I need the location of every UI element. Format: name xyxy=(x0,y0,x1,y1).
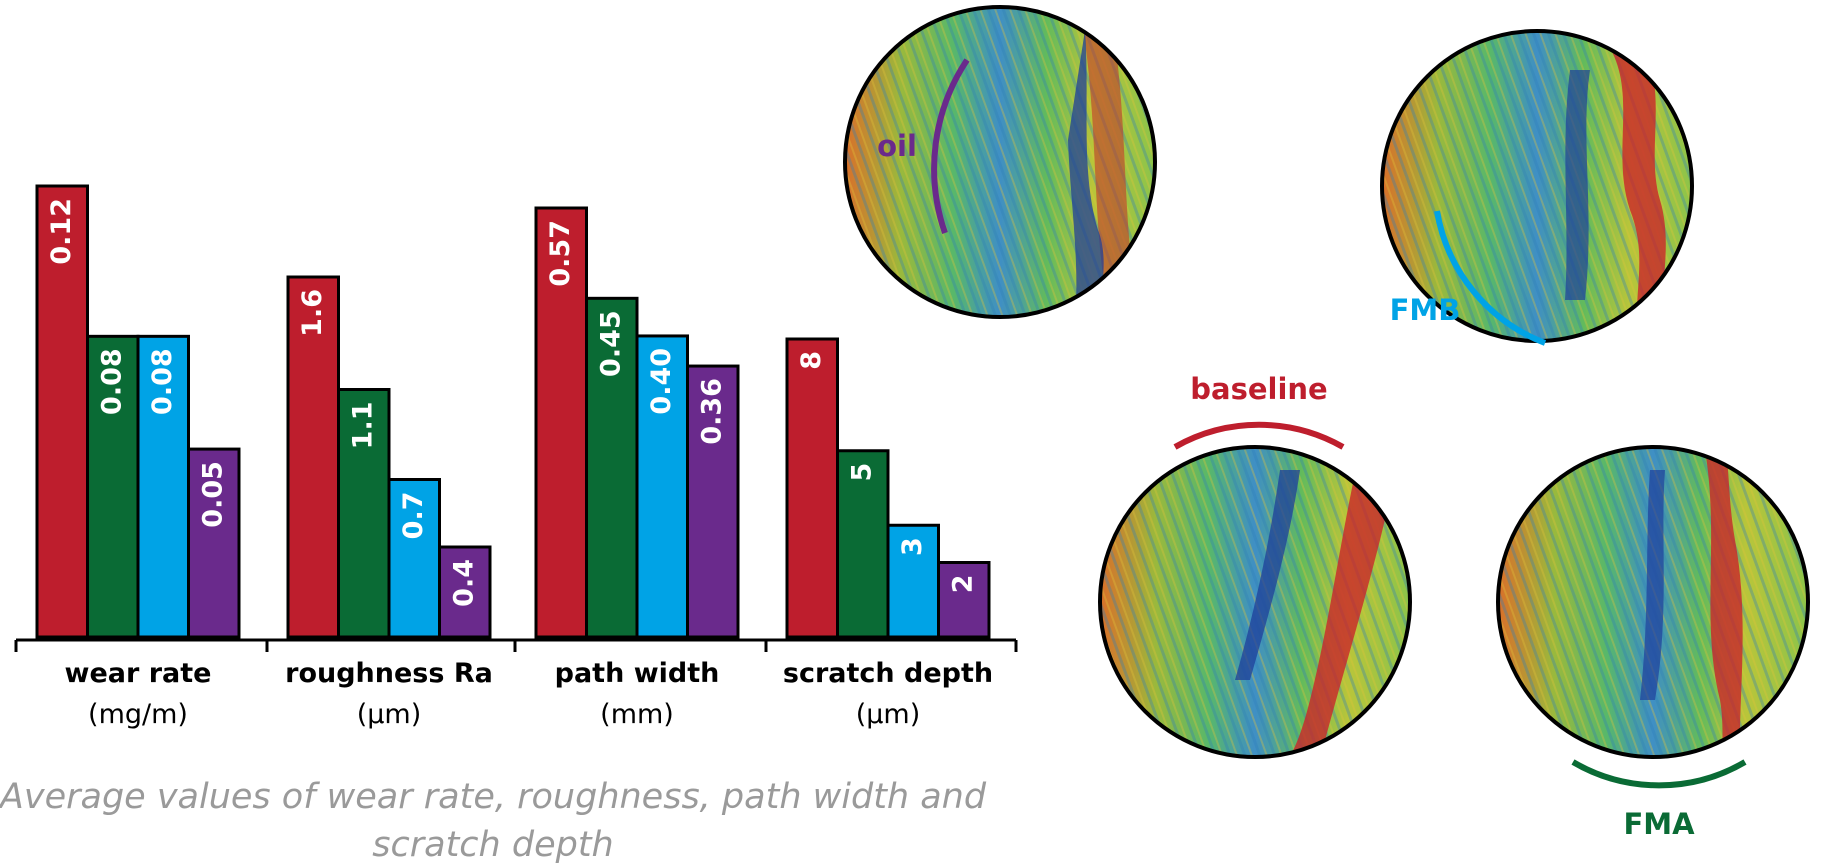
category-title: path width xyxy=(555,658,720,689)
micrograph-fmb: FMB xyxy=(1380,29,1694,346)
bar-value-label: 3 xyxy=(897,537,928,556)
bar-value-label: 0.12 xyxy=(46,198,77,265)
category-unit: (mg/m) xyxy=(88,699,188,730)
bar-FMA-0 xyxy=(86,334,140,639)
category-unit: (μm) xyxy=(357,699,422,730)
fma-arc xyxy=(1571,759,1747,789)
bar-FMA-1 xyxy=(337,388,391,639)
bar-oil-3 xyxy=(937,561,991,639)
bar-value-label: 0.57 xyxy=(545,220,576,287)
oil-label: oil xyxy=(877,129,917,163)
bar-value-label: 2 xyxy=(947,575,978,594)
bar-value-label: 0.36 xyxy=(696,378,727,445)
fmb-label: FMB xyxy=(1390,293,1461,327)
bar-value-label: 0.08 xyxy=(147,348,178,415)
bar-oil-2 xyxy=(686,364,740,639)
category-title: scratch depth xyxy=(783,658,993,689)
surface-profile-image xyxy=(1100,447,1410,757)
bar-baseline-0 xyxy=(35,184,89,639)
bar-value-label: 0.40 xyxy=(646,348,677,415)
bar-oil-1 xyxy=(438,545,492,639)
bar-oil-0 xyxy=(187,447,241,639)
micrograph-fma: FMA xyxy=(1496,445,1810,841)
bar-value-label: 8 xyxy=(796,351,827,370)
micrograph-oil: oil xyxy=(843,5,1157,319)
bar-value-label: 0.05 xyxy=(197,461,228,528)
bar-baseline-2 xyxy=(534,206,588,639)
fma-label: FMA xyxy=(1623,807,1695,841)
bar-baseline-3 xyxy=(785,337,839,639)
bar-value-label: 0.7 xyxy=(398,492,429,540)
caption-line-1: Average values of wear rate, roughness, … xyxy=(0,777,987,817)
bar-FMB-1 xyxy=(387,478,441,639)
bar-baseline-1 xyxy=(286,275,340,639)
bar-value-label: 5 xyxy=(846,463,877,482)
caption-line-2: scratch depth xyxy=(372,825,613,864)
fmb-arc xyxy=(1434,210,1547,346)
bar-value-labels: 0.12 0.08 0.08 0.05 1.6 1.1 0.7 0.4 0.57 0.45 0.40… xyxy=(46,198,979,607)
baseline-arc xyxy=(1173,421,1345,450)
category-unit: (μm) xyxy=(856,699,921,730)
surface-profile-image xyxy=(1382,31,1692,341)
micrograph-baseline: baseline xyxy=(1098,372,1412,759)
surface-profile-image xyxy=(1498,447,1808,757)
bar-value-label: 0.45 xyxy=(595,310,626,377)
x-axis xyxy=(14,638,1018,652)
bar-value-label: 0.4 xyxy=(448,559,479,607)
bar-FMB-3 xyxy=(886,523,940,639)
surface-profile-image xyxy=(845,7,1155,317)
category-unit: (mm) xyxy=(600,699,674,730)
category-title: wear rate xyxy=(65,658,212,689)
category-labels: wear rate (mg/m) roughness Ra (μm) path widt… xyxy=(65,658,994,730)
bar-chart xyxy=(35,184,991,639)
bar-FMB-0 xyxy=(136,334,190,639)
bar-value-label: 0.08 xyxy=(96,348,127,415)
category-title: roughness Ra xyxy=(285,658,493,689)
bar-FMA-2 xyxy=(585,296,639,639)
baseline-label: baseline xyxy=(1190,372,1327,406)
oil-arc xyxy=(931,58,970,234)
bar-value-label: 1.1 xyxy=(347,402,378,450)
bar-FMA-3 xyxy=(836,449,890,639)
bar-value-label: 1.6 xyxy=(297,289,328,337)
